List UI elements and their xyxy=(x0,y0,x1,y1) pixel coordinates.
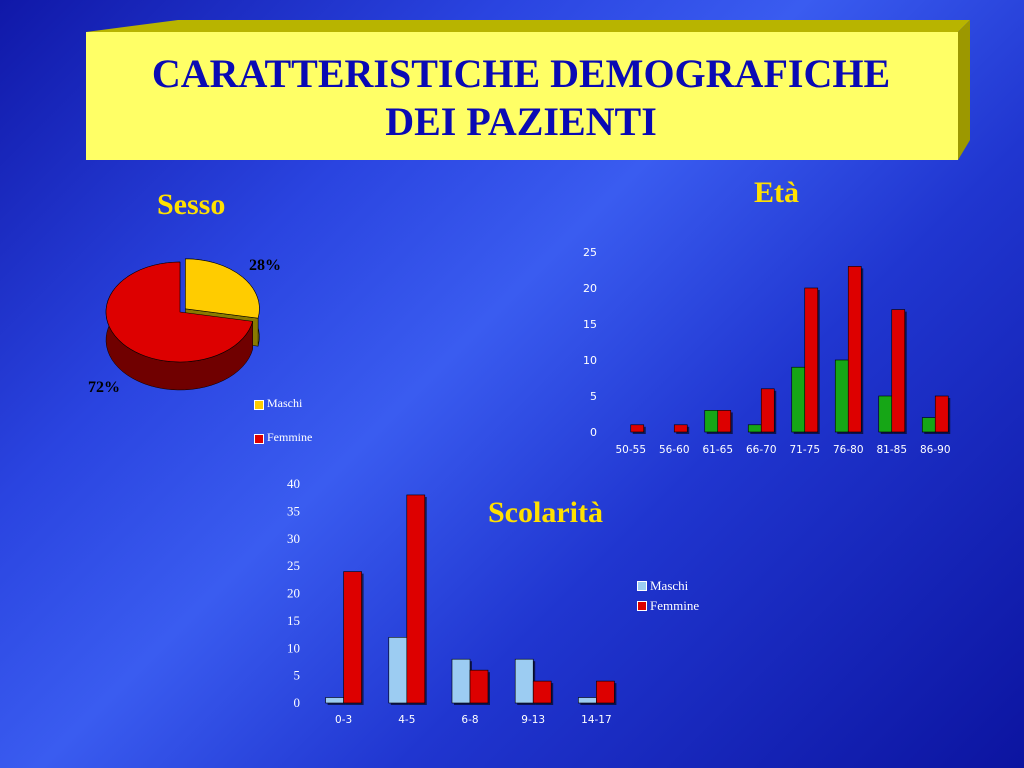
bar-femmine-86-90 xyxy=(934,395,949,433)
slide-title-line2: DEI PAZIENTI xyxy=(385,99,657,144)
y-tick-label: 5 xyxy=(294,668,301,683)
legend-item-femmine-school: Femmine xyxy=(637,596,699,616)
x-tick-label: 4-5 xyxy=(398,714,415,726)
bar-femmine-6-8 xyxy=(469,669,489,704)
y-tick-label: 10 xyxy=(287,640,300,655)
legend-swatch-maschi xyxy=(254,400,264,410)
bar-femmine-66-70 xyxy=(760,388,775,433)
bar-femmine-56-60 xyxy=(673,424,688,433)
legend-swatch-femmine xyxy=(254,434,264,444)
y-tick-label: 25 xyxy=(287,558,300,573)
y-tick-label: 30 xyxy=(287,531,300,546)
y-tick-label: 35 xyxy=(287,503,300,518)
x-tick-label: 14-17 xyxy=(581,714,612,726)
x-tick-label: 86-90 xyxy=(920,444,951,456)
y-tick-label: 5 xyxy=(590,390,597,403)
bar-femmine-71-75 xyxy=(804,287,819,433)
y-tick-label: 25 xyxy=(583,246,597,259)
y-tick-label: 40 xyxy=(287,476,300,491)
sesso-title: Sesso xyxy=(157,188,226,221)
title-box xyxy=(86,20,970,160)
legend-label-maschi-school: Maschi xyxy=(650,578,689,593)
scolarita-legend: Maschi Femmine xyxy=(637,576,699,616)
bar-femmine-50-55 xyxy=(630,424,645,433)
y-tick-label: 20 xyxy=(583,282,597,295)
x-tick-label: 6-8 xyxy=(461,714,478,726)
bar-maschi-0-3 xyxy=(325,697,344,704)
y-tick-label: 20 xyxy=(287,586,300,601)
x-tick-label: 81-85 xyxy=(876,444,907,456)
x-tick-label: 66-70 xyxy=(746,444,777,456)
pie-slice-maschi xyxy=(185,258,260,319)
slide-title-line1: CARATTERISTICHE DEMOGRAFICHE xyxy=(151,51,891,96)
legend-label-femmine: Femmine xyxy=(267,430,313,444)
x-tick-label: 61-65 xyxy=(702,444,733,456)
bar-femmine-0-3 xyxy=(343,571,362,704)
bar-femmine-14-17 xyxy=(596,680,615,704)
pie-label-femmine: 72% xyxy=(88,379,120,396)
y-tick-label: 15 xyxy=(583,318,597,331)
bar-maschi-9-13 xyxy=(514,658,534,704)
x-tick-label: 56-60 xyxy=(659,444,690,456)
eta-title: Età xyxy=(754,176,799,209)
y-tick-label: 15 xyxy=(287,613,300,628)
x-tick-label: 0-3 xyxy=(335,714,352,726)
pie-label-maschi: 28% xyxy=(249,257,281,274)
legend-label-maschi: Maschi xyxy=(267,396,303,410)
slide-title: CARATTERISTICHE DEMOGRAFICHE DEI PAZIENT… xyxy=(88,50,954,146)
x-tick-label: 9-13 xyxy=(521,714,545,726)
legend-item-femmine: Femmine xyxy=(254,430,312,450)
legend-item-maschi: Maschi xyxy=(254,396,312,430)
bar-femmine-61-65 xyxy=(717,410,732,433)
pie-slice-femmine xyxy=(105,261,254,363)
x-tick-label: 71-75 xyxy=(789,444,820,456)
bar-femmine-4-5 xyxy=(406,494,426,704)
legend-swatch-femmine-school xyxy=(637,601,647,611)
bar-maschi-6-8 xyxy=(451,658,471,704)
x-tick-label: 76-80 xyxy=(833,444,864,456)
legend-item-maschi-school: Maschi xyxy=(637,576,699,596)
y-tick-label: 0 xyxy=(590,426,597,439)
bar-femmine-9-13 xyxy=(532,680,552,704)
legend-label-femmine-school: Femmine xyxy=(650,598,700,613)
y-tick-label: 10 xyxy=(583,354,597,367)
legend-swatch-maschi-school xyxy=(637,581,647,591)
y-tick-label: 0 xyxy=(294,695,301,710)
bar-maschi-4-5 xyxy=(388,636,408,704)
scolarita-title: Scolarità xyxy=(488,496,603,529)
bar-maschi-14-17 xyxy=(578,697,597,704)
sesso-legend: Maschi Femmine xyxy=(254,396,312,450)
bar-femmine-81-85 xyxy=(891,309,906,433)
bar-femmine-76-80 xyxy=(847,266,862,433)
x-tick-label: 50-55 xyxy=(615,444,646,456)
